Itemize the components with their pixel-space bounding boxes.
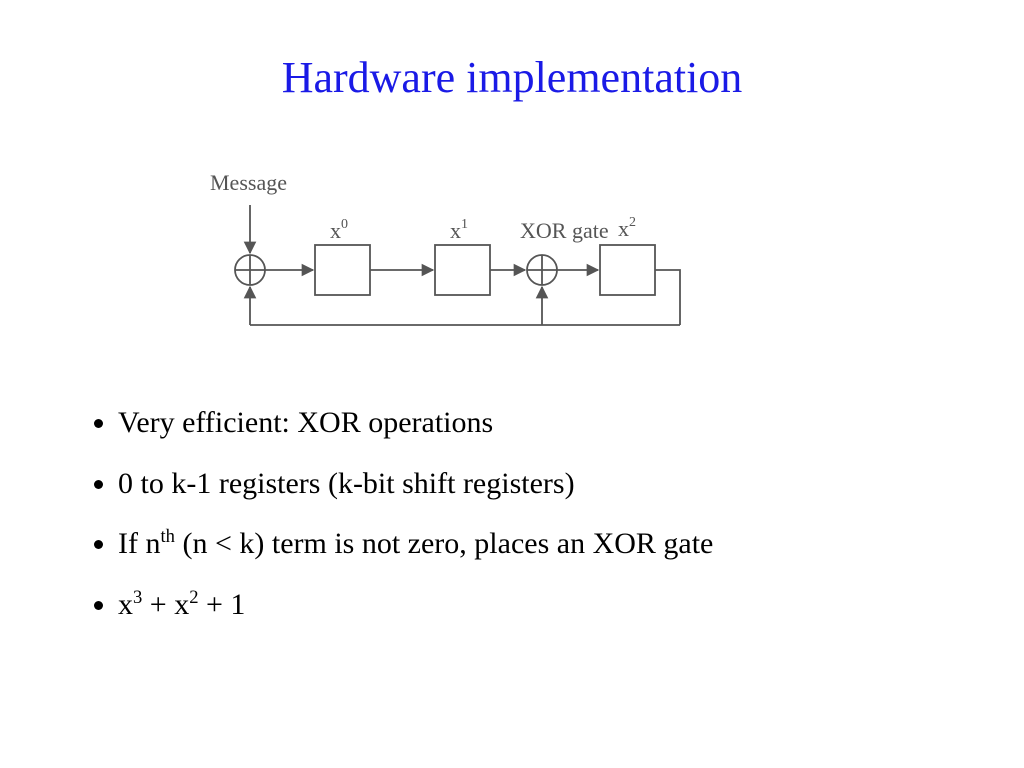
- slide: Hardware implementation Message: [0, 0, 1024, 768]
- xor-gate-label: XOR gate: [520, 218, 609, 243]
- bullet-4: x3 + x2 + 1: [118, 582, 950, 629]
- register-x0: [315, 245, 370, 295]
- bullet-2: 0 to k-1 registers (k-bit shift register…: [118, 461, 950, 508]
- bullet-3: If nth (n < k) term is not zero, places …: [118, 521, 950, 568]
- xor-gate-2: [527, 255, 557, 285]
- x2-label: x2: [618, 215, 636, 241]
- register-x1: [435, 245, 490, 295]
- message-label: Message: [210, 170, 287, 195]
- x0-label: x0: [330, 217, 348, 243]
- register-x2: [600, 245, 655, 295]
- slide-title: Hardware implementation: [0, 52, 1024, 103]
- edge-reg2-out: [655, 270, 680, 325]
- diagram-svg: Message x0 x1: [190, 150, 710, 350]
- crc-shift-register-diagram: Message x0 x1: [190, 150, 710, 350]
- bullet-1: Very efficient: XOR operations: [118, 400, 950, 447]
- xor-gate-1: [235, 255, 265, 285]
- bullet-list: Very efficient: XOR operations 0 to k-1 …: [90, 400, 950, 642]
- x1-label: x1: [450, 217, 468, 243]
